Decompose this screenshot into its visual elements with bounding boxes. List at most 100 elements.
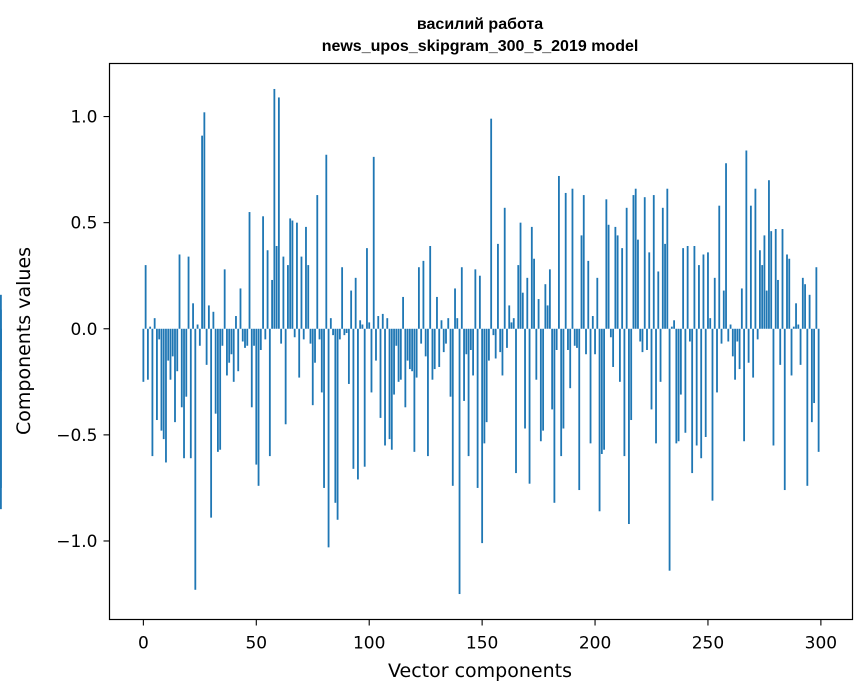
bar: [264, 328, 267, 340]
bar: [198, 328, 201, 346]
x-tick-label: 50: [245, 634, 267, 654]
bar: [377, 316, 380, 329]
bar: [338, 328, 341, 340]
x-axis-ticks: 0 50 100 150 200 250 300: [138, 619, 837, 654]
bar: [664, 243, 666, 329]
bar: [519, 222, 522, 329]
bar: [582, 195, 585, 329]
bar: [616, 235, 619, 329]
bar: [176, 328, 179, 372]
bar: [469, 328, 472, 350]
x-tick-label: 200: [579, 634, 611, 654]
bar: [521, 292, 524, 329]
bar: [454, 288, 456, 329]
bar: [246, 328, 249, 346]
chart-title: василий работа: [417, 16, 543, 33]
bar: [442, 328, 445, 353]
bar: [395, 328, 398, 346]
bar: [528, 328, 531, 484]
bar: [397, 328, 400, 382]
bar: [763, 235, 766, 329]
bar: [806, 328, 809, 486]
bar: [271, 279, 274, 329]
bar: [153, 318, 156, 329]
y-tick-label: 0.5: [70, 214, 97, 234]
bar: [628, 328, 630, 525]
bar: [808, 294, 811, 329]
bar: [729, 324, 732, 329]
bar: [415, 328, 418, 378]
bar: [544, 284, 547, 329]
bar: [289, 218, 292, 329]
bar: [350, 290, 353, 329]
y-axis-label: Components values: [13, 247, 35, 435]
bar: [779, 328, 782, 365]
bar: [390, 328, 393, 450]
chart-subtitle: news_upos_skipgram_300_5_2019 model: [322, 38, 639, 55]
bar: [384, 328, 386, 446]
bar: [316, 195, 319, 329]
bar: [347, 328, 350, 384]
bar: [546, 305, 549, 329]
bar: [643, 197, 646, 329]
bar: [494, 328, 497, 359]
bar: [287, 265, 289, 329]
bar: [221, 328, 224, 346]
x-axis-label: Vector components: [388, 660, 572, 682]
bar: [603, 328, 605, 450]
bar: [431, 328, 434, 380]
bar: [273, 88, 276, 329]
bar: [230, 328, 233, 355]
bar: [713, 277, 716, 329]
bar: [646, 328, 648, 350]
x-tick-label: 300: [805, 634, 837, 654]
bar: [501, 328, 504, 376]
bar: [420, 328, 423, 344]
bar: [305, 226, 307, 329]
bar: [725, 163, 727, 329]
bar: [738, 328, 741, 370]
bar: [711, 328, 714, 501]
bar: [187, 256, 190, 329]
bar: [262, 216, 264, 329]
bar: [709, 318, 712, 329]
bar: [589, 328, 592, 444]
x-tick-label: 150: [466, 634, 498, 654]
bar: [686, 246, 689, 329]
bar: [702, 254, 705, 329]
bar: [752, 328, 755, 378]
bar: [239, 288, 242, 329]
bar: [740, 288, 743, 329]
bar: [492, 328, 495, 336]
bar: [503, 207, 506, 329]
bar: [512, 318, 515, 329]
bar: [406, 328, 409, 361]
bar: [817, 328, 820, 452]
bar: [433, 328, 436, 370]
bar: [564, 192, 567, 329]
bar: [804, 284, 806, 329]
bar: [650, 328, 653, 410]
y-tick-label: −0.5: [56, 426, 97, 446]
bar: [781, 229, 784, 329]
bar: [375, 328, 377, 361]
bar: [282, 256, 285, 329]
bar: [801, 277, 804, 329]
bar: [600, 328, 603, 454]
bar: [293, 328, 296, 338]
bar: [393, 328, 395, 395]
bar: [585, 328, 587, 355]
bar: [300, 256, 303, 329]
bar: [366, 248, 368, 329]
bar: [691, 328, 694, 474]
bar: [578, 328, 581, 491]
bar: [562, 328, 565, 429]
plot-frame: [108, 62, 854, 621]
bar: [481, 328, 484, 544]
bar: [158, 328, 161, 340]
bar: [607, 224, 610, 329]
bar: [212, 311, 215, 329]
bar: [180, 328, 183, 408]
bar: [483, 328, 486, 444]
bar: [799, 328, 802, 365]
